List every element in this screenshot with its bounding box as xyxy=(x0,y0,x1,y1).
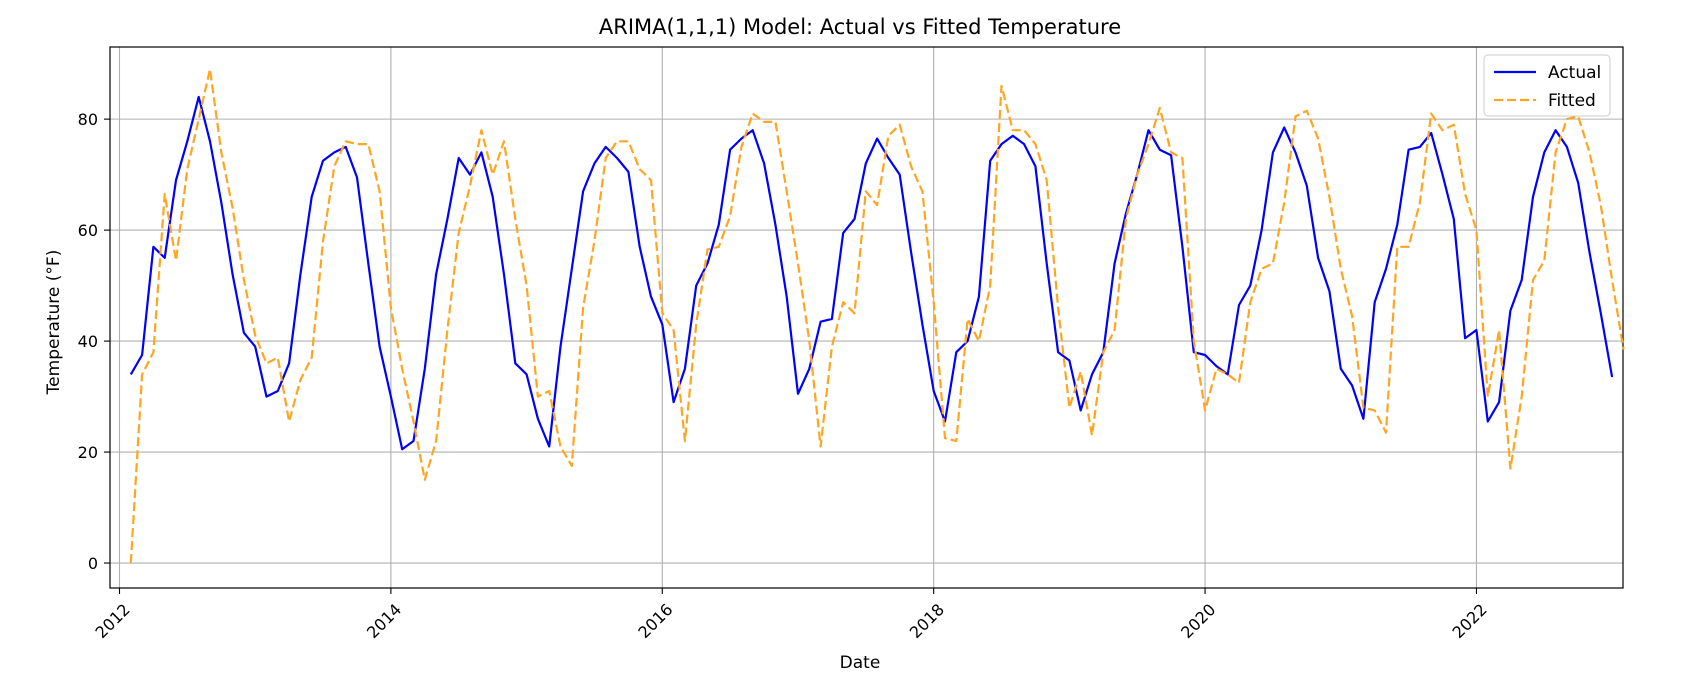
y-tick-label: 40 xyxy=(78,332,98,351)
legend-label-fitted: Fitted xyxy=(1548,91,1596,111)
y-tick-label: 60 xyxy=(78,221,98,240)
chart-title: ARIMA(1,1,1) Model: Actual vs Fitted Tem… xyxy=(599,15,1121,39)
series-line-actual xyxy=(129,95,1614,451)
y-tick-label: 80 xyxy=(78,110,98,129)
legend-label-actual: Actual xyxy=(1548,63,1601,83)
grid xyxy=(110,47,1623,588)
x-axis-label: Date xyxy=(840,653,881,673)
y-tick-label: 20 xyxy=(78,443,98,462)
legend: Actual Fitted xyxy=(1483,54,1611,117)
series-lines xyxy=(129,68,1625,564)
y-axis: 0 20 40 60 80 xyxy=(78,110,110,573)
series-line-fitted xyxy=(129,68,1625,564)
y-tick-label: 0 xyxy=(88,554,98,573)
y-axis-label: Temperature (°F) xyxy=(44,250,64,396)
plot-area xyxy=(109,46,1624,589)
